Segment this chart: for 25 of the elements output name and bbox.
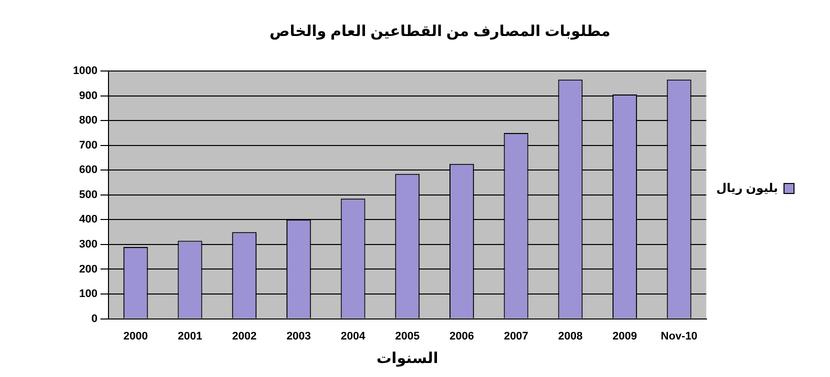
y-tick-label: 600 [79, 164, 98, 176]
y-tick-label: 0 [91, 312, 98, 325]
y-tick-label: 1000 [72, 65, 98, 78]
y-tick-label: 400 [79, 214, 98, 226]
chart-title: مطلوبات المصارف من القطاعين العام والخاص [270, 23, 610, 40]
x-tick-label: 2003 [286, 330, 311, 342]
x-tick-label: 2006 [449, 330, 474, 342]
x-tick-label: 2002 [232, 330, 257, 342]
x-tick-label: 2000 [123, 330, 148, 342]
x-tick-label: 2007 [504, 330, 528, 342]
y-tick-label: 900 [79, 90, 98, 102]
x-tick-label: 2005 [395, 330, 420, 342]
x-tick-label: 2009 [612, 330, 637, 342]
x-axis-title: السنوات [376, 350, 438, 368]
x-tick-label: Nov-10 [660, 330, 698, 342]
x-tick-label: 2001 [178, 330, 202, 342]
y-tick-label: 200 [79, 263, 98, 276]
y-tick-label: 500 [79, 188, 98, 201]
y-tick-label: 300 [79, 238, 98, 250]
x-tick-label: 2004 [340, 330, 366, 342]
y-tick-label: 100 [79, 288, 98, 300]
y-tick-label: 700 [79, 139, 98, 152]
x-tick-label: 2008 [558, 330, 583, 342]
y-tick-label: 800 [79, 114, 98, 127]
legend-label: بليون ريال [716, 180, 778, 195]
